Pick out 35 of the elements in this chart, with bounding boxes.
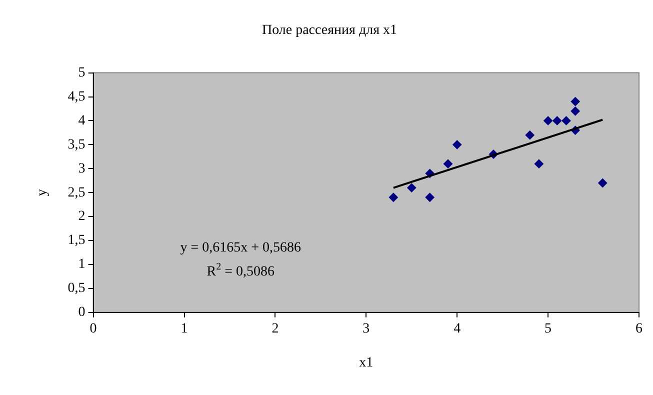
point (552, 116, 562, 126)
point (525, 130, 534, 140)
point (570, 106, 580, 116)
point (425, 192, 434, 202)
point (452, 140, 462, 150)
point (598, 178, 608, 188)
x-axis-title: x1 (359, 355, 374, 370)
point (562, 116, 571, 126)
point (534, 159, 544, 168)
y-tick-label: 3 (78, 161, 86, 176)
y-tick-label: 2 (78, 209, 86, 224)
y-tick-label: 0 (78, 305, 86, 320)
point (388, 192, 398, 202)
x-tick-label: 3 (362, 321, 370, 336)
y-tick-label: 4 (78, 113, 86, 128)
chart-title: Поле рассеяния для x1 (262, 23, 398, 38)
x-tick-label: 5 (544, 321, 552, 336)
x-tick-label: 6 (636, 321, 642, 336)
y-tick-label: 5 (78, 65, 86, 80)
point (407, 183, 416, 192)
x-tick-label: 4 (454, 321, 461, 336)
y-tick-label: 3,5 (68, 137, 86, 152)
x-tick-label: 1 (180, 321, 188, 336)
y-tick-label: 2,5 (68, 185, 86, 200)
point (444, 159, 453, 168)
y-axis-title: y (35, 189, 50, 196)
y-tick-label: 4,5 (68, 89, 86, 104)
y-tick-label: 1 (78, 257, 86, 272)
point (570, 97, 580, 106)
x-tick-label: 2 (272, 321, 279, 336)
y-tick-label: 0,5 (68, 281, 86, 296)
y-tick-label: 1,5 (68, 233, 86, 248)
annotation: y = 0,6165x + 0,5686 (180, 240, 302, 256)
point (544, 116, 553, 126)
x-tick-label: 0 (90, 321, 97, 336)
